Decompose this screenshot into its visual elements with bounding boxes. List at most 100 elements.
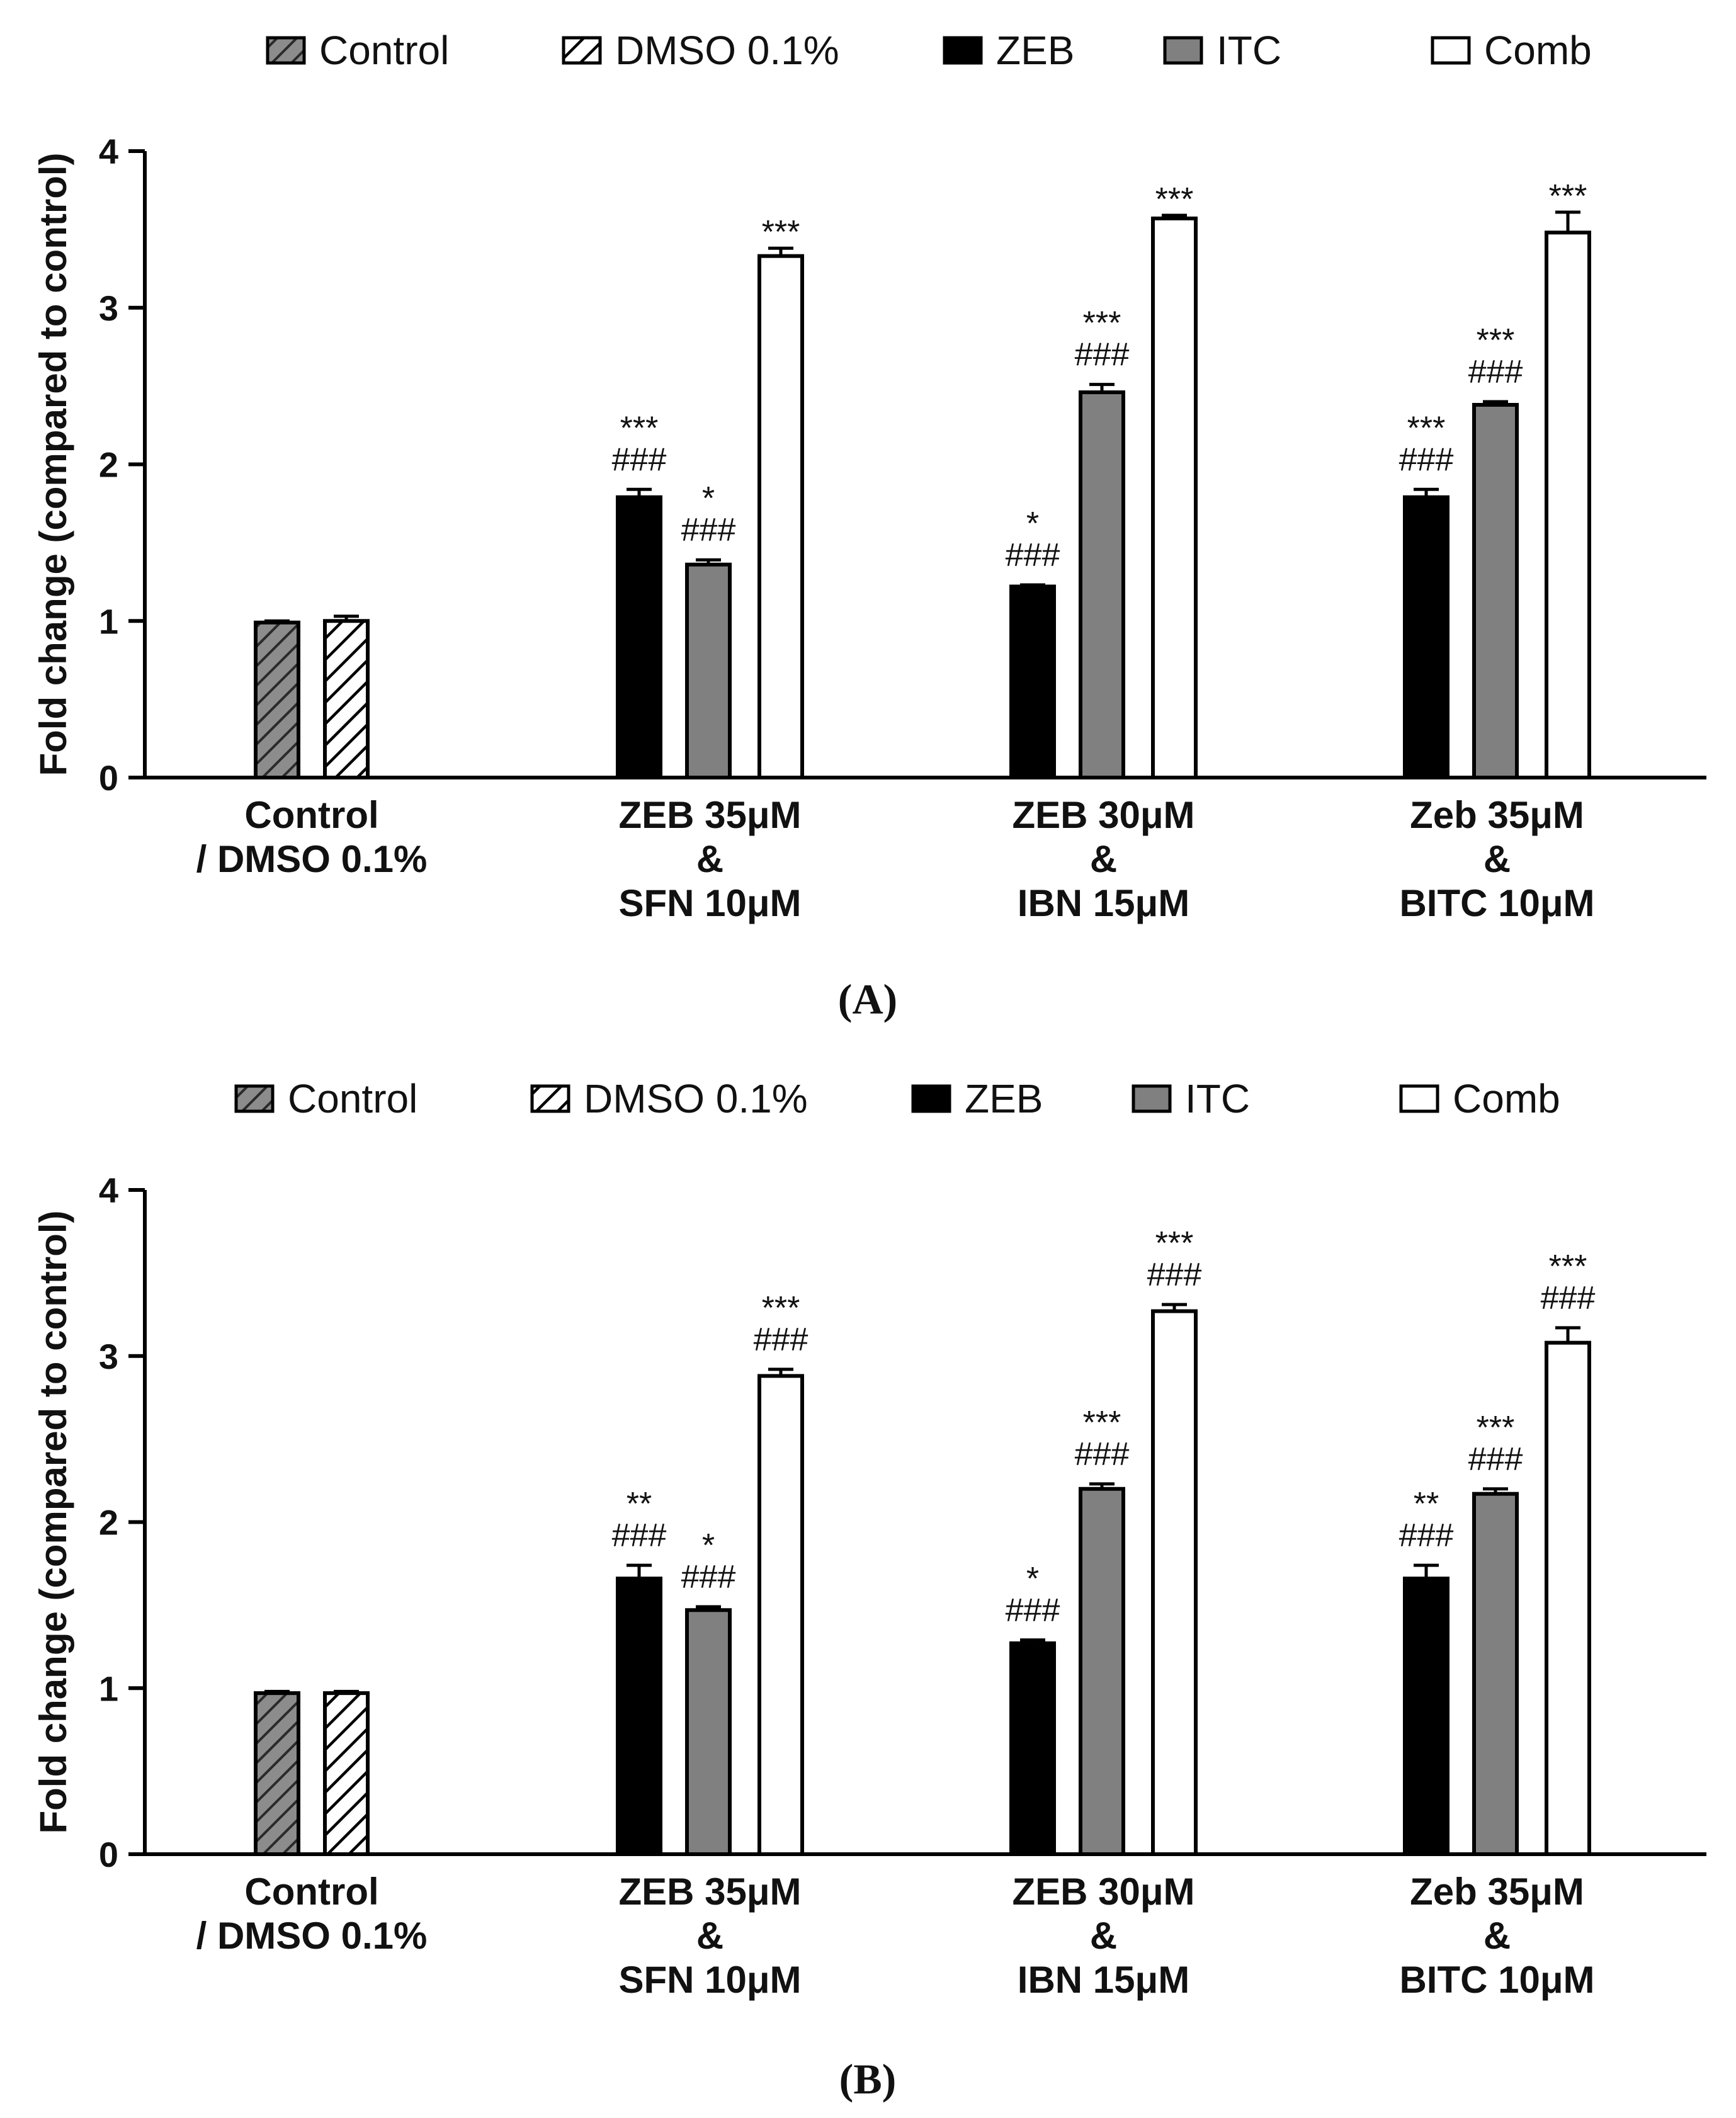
category-label: Control (244, 794, 378, 836)
category-label: BITC 10μM (1399, 882, 1594, 924)
category-label: Zeb 35μM (1410, 794, 1584, 836)
bar-zeb (1009, 584, 1056, 780)
y-tick-label: 3 (99, 288, 118, 328)
significance-hash: ### (1075, 337, 1130, 373)
y-tick-label: 3 (99, 1337, 118, 1376)
y-tick-label: 2 (99, 445, 118, 485)
y-tick-label: 0 (99, 758, 118, 798)
legend-swatch-control (234, 1084, 275, 1113)
y-tick-label: 1 (99, 601, 118, 641)
chart-panel-a: 0 1 2 3 4 Fold change (compared to control) Co… (32, 132, 1706, 1023)
category-label: SFN 10μM (618, 1959, 801, 2001)
y-tick-label: 4 (99, 1170, 118, 1210)
significance-star: * (702, 1527, 715, 1564)
legend-label-itc: ITC (1217, 28, 1281, 73)
significance-hash: ### (681, 512, 736, 548)
legend-label-comb: Comb (1484, 28, 1592, 73)
legend-swatch-zeb (911, 1084, 951, 1113)
legend-swatch-control (266, 36, 306, 65)
legend: Control DMSO 0.1% ZEB ITC Comb (266, 28, 1592, 73)
significance-hash: ### (1006, 1592, 1060, 1629)
category-label: IBN 15μM (1018, 1959, 1189, 2001)
bar-zeb (616, 1577, 662, 1857)
significance-star: *** (1477, 322, 1515, 359)
category-label: & (1090, 838, 1117, 880)
significance-hash: ### (754, 1322, 808, 1358)
bar-zeb (1009, 1641, 1056, 1857)
significance-star: *** (762, 214, 800, 251)
category-label: BITC 10μM (1399, 1959, 1594, 2001)
chart-panel-b: 0 1 2 3 4 Fold change (compared to control) Co… (32, 1170, 1706, 2103)
significance-hash: ### (612, 441, 667, 478)
category-label: & (696, 1915, 723, 1957)
bar-itc (1472, 1492, 1519, 1857)
significance-hash: ### (1399, 441, 1454, 478)
legend-label-control: Control (288, 1076, 417, 1121)
bar-dmso (323, 619, 370, 779)
legend-label-control: Control (319, 28, 449, 73)
category-label: / DMSO 0.1% (196, 838, 428, 880)
significance-star: *** (1083, 1405, 1121, 1441)
category-label: & (1090, 1915, 1117, 1957)
bar-control (254, 1691, 300, 1857)
legend-swatch-itc (1132, 1084, 1172, 1113)
significance-star: * (1026, 1561, 1039, 1597)
category-label: IBN 15μM (1018, 882, 1189, 924)
significance-hash: ### (1006, 537, 1060, 574)
significance-star: ** (1414, 1486, 1439, 1522)
y-tick-label: 4 (99, 132, 118, 171)
significance-star: *** (1407, 410, 1446, 446)
category-label: & (1484, 1915, 1511, 1957)
bar-comb (1545, 1340, 1591, 1856)
significance-hash: ### (1399, 1517, 1454, 1554)
category-label: ZEB 35μM (618, 794, 801, 836)
significance-star: *** (1549, 178, 1587, 215)
significance-star: *** (1155, 1225, 1194, 1262)
legend-label-comb: Comb (1453, 1076, 1560, 1121)
significance-star: *** (1155, 181, 1194, 218)
legend-swatch-zeb (943, 36, 983, 65)
bar-zeb (616, 495, 662, 779)
category-label: / DMSO 0.1% (196, 1915, 428, 1957)
category-label: & (696, 838, 723, 880)
legend-label-dmso: DMSO 0.1% (615, 28, 839, 73)
y-tick-label: 2 (99, 1503, 118, 1543)
significance-hash: ### (1147, 1257, 1202, 1293)
significance-star: * (1026, 506, 1039, 542)
bar-zeb (1403, 1577, 1450, 1857)
bar-itc (1079, 1487, 1125, 1856)
legend-swatch-dmso (530, 1084, 570, 1113)
y-tick-label: 1 (99, 1668, 118, 1708)
bar-comb (1545, 230, 1591, 780)
bar-comb (757, 1374, 804, 1856)
panel-label: (B) (839, 2055, 897, 2103)
bar-itc (685, 562, 732, 779)
legend-swatch-comb (1399, 1084, 1439, 1113)
bar-zeb (1403, 495, 1450, 779)
legend-label-dmso: DMSO 0.1% (584, 1076, 808, 1121)
bar-control (254, 620, 300, 779)
significance-hash: ### (1541, 1280, 1596, 1317)
category-label: ZEB 30μM (1012, 1871, 1194, 1913)
significance-hash: ### (1075, 1436, 1130, 1473)
bar-itc (1472, 402, 1519, 779)
significance-star: *** (1549, 1249, 1587, 1285)
category-label: ZEB 30μM (1012, 794, 1194, 836)
significance-star: ** (627, 1486, 652, 1522)
bar-comb (1151, 216, 1198, 779)
significance-hash: ### (1468, 1441, 1523, 1478)
significance-star: *** (620, 410, 659, 446)
significance-hash: ### (612, 1517, 667, 1554)
bar-itc (1079, 390, 1125, 779)
y-axis-label: Fold change (compared to control) (32, 152, 74, 776)
y-tick-label: 0 (99, 1835, 118, 1874)
bar-itc (685, 1608, 732, 1857)
significance-star: *** (1083, 305, 1121, 342)
legend-label-zeb: ZEB (996, 28, 1074, 73)
legend: Control DMSO 0.1% ZEB ITC Comb (234, 1076, 1560, 1121)
significance-star: * (702, 480, 715, 517)
panel-label: (A) (838, 975, 897, 1023)
bar-comb (757, 254, 804, 780)
significance-star: *** (1477, 1410, 1515, 1446)
